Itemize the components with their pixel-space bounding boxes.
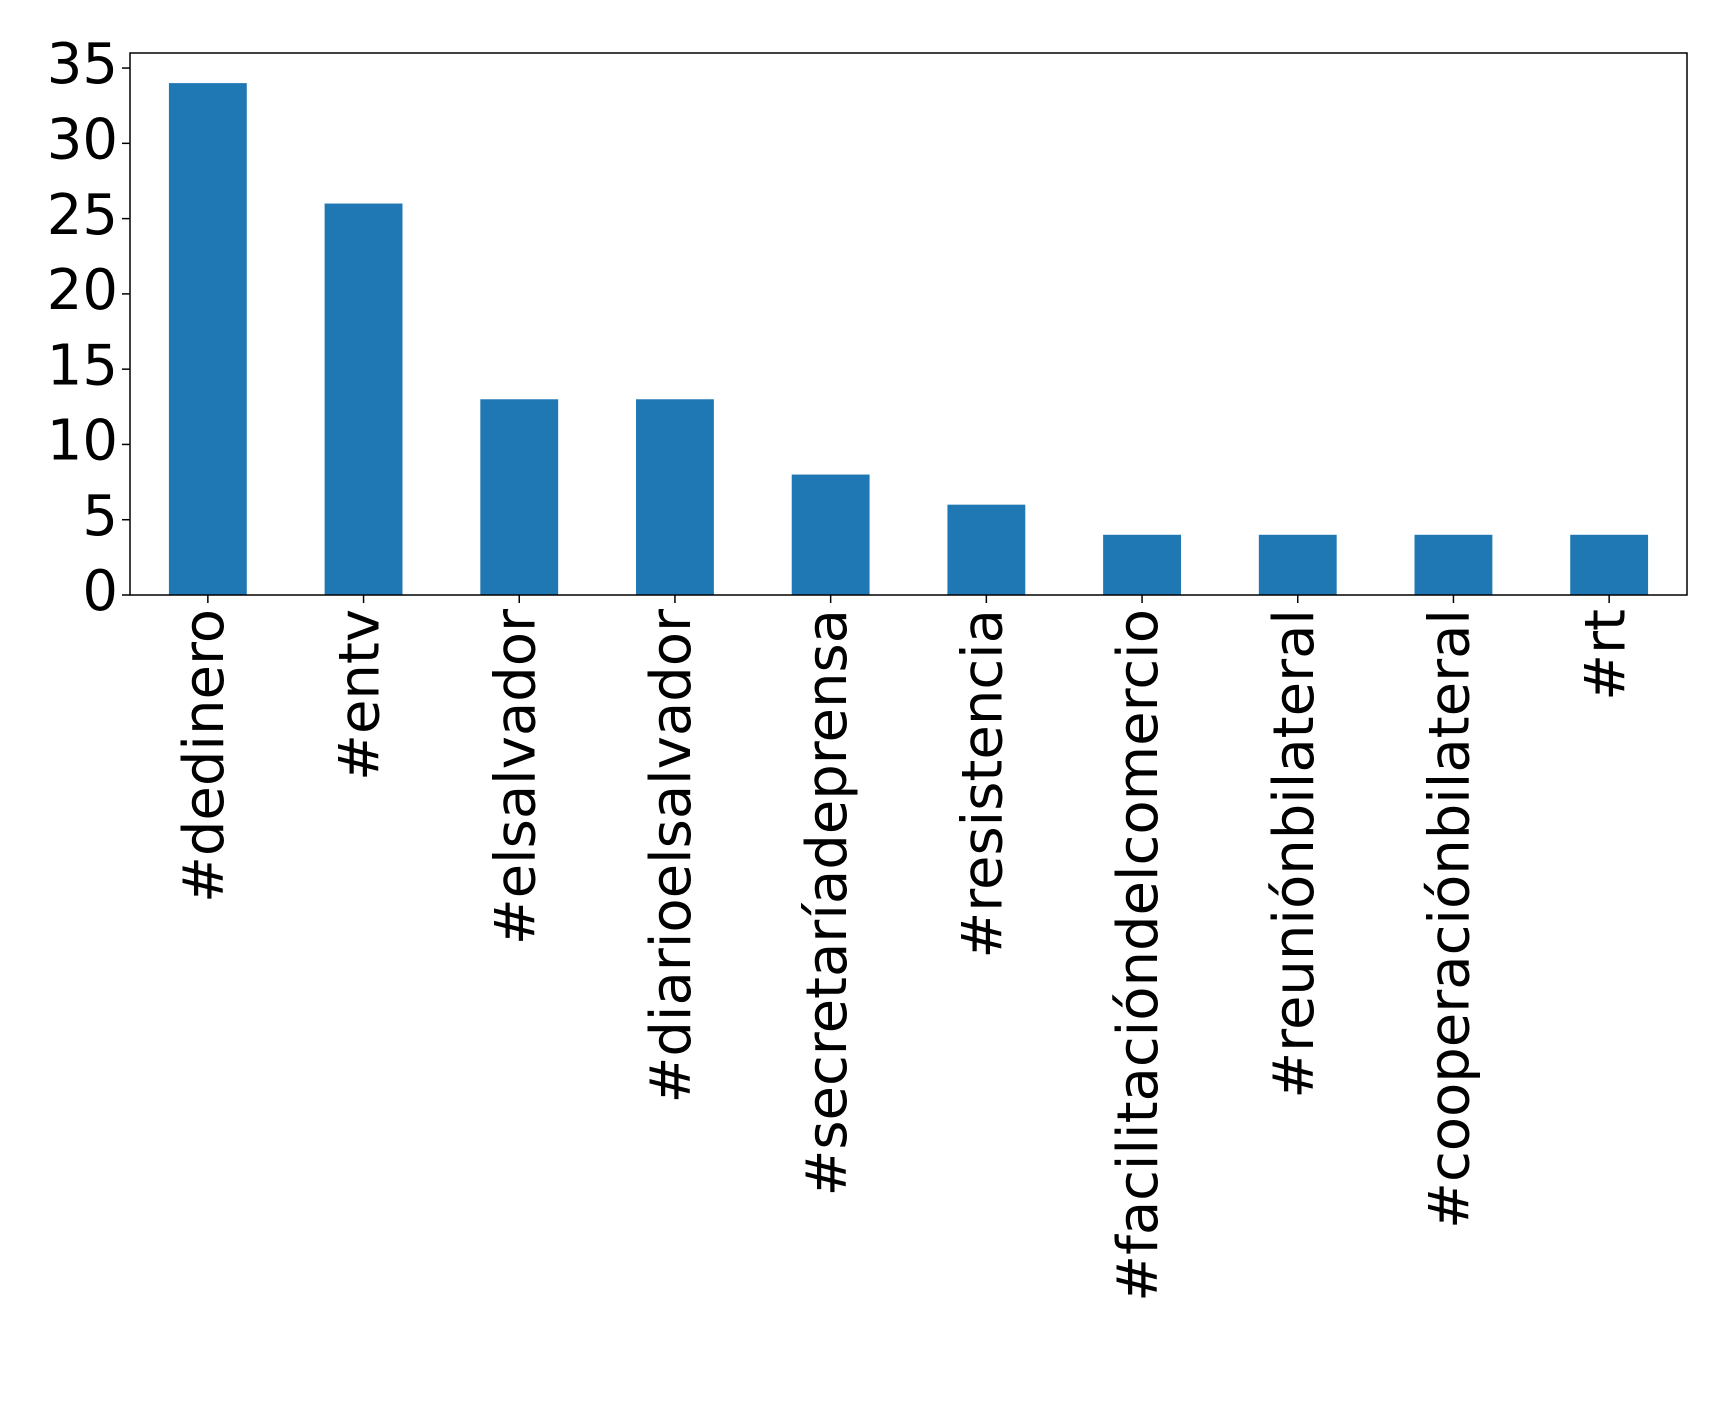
y-tick-label: 0 [82,559,118,624]
x-tick-label: #rt [1573,609,1638,701]
y-tick-label: 5 [82,484,118,549]
bar [480,399,559,595]
bar [1258,534,1337,595]
bar [1103,534,1181,595]
bar [1414,534,1493,595]
x-tick-label: #reuniónbilateral [1262,609,1327,1099]
y-tick-label: 15 [47,333,118,398]
x-tick-label: #entv [328,609,393,781]
bar [791,474,870,595]
y-tick-label: 30 [47,107,118,172]
plot-frame [129,52,1688,596]
x-tick-label: #elsalvador [483,608,548,945]
bar [168,83,247,595]
bar [636,399,714,595]
y-tick-label: 20 [47,258,118,323]
bar [947,504,1026,595]
y-tick-label: 25 [47,183,118,248]
y-tick-label: 10 [47,409,118,474]
bar [1570,534,1649,595]
x-tick-label: #facilitacióndelcomercio [1106,609,1171,1302]
x-tick-label: #dedinero [172,609,237,903]
x-tick-label: #cooperaciónbilateral [1418,609,1483,1229]
x-tick-label: #secretaríadeprensa [795,609,860,1197]
x-tick-label: #diarioelsalvador [639,608,704,1104]
bar [324,203,403,596]
x-tick-label: #resistencia [950,609,1015,959]
y-tick-label: 35 [47,32,118,97]
